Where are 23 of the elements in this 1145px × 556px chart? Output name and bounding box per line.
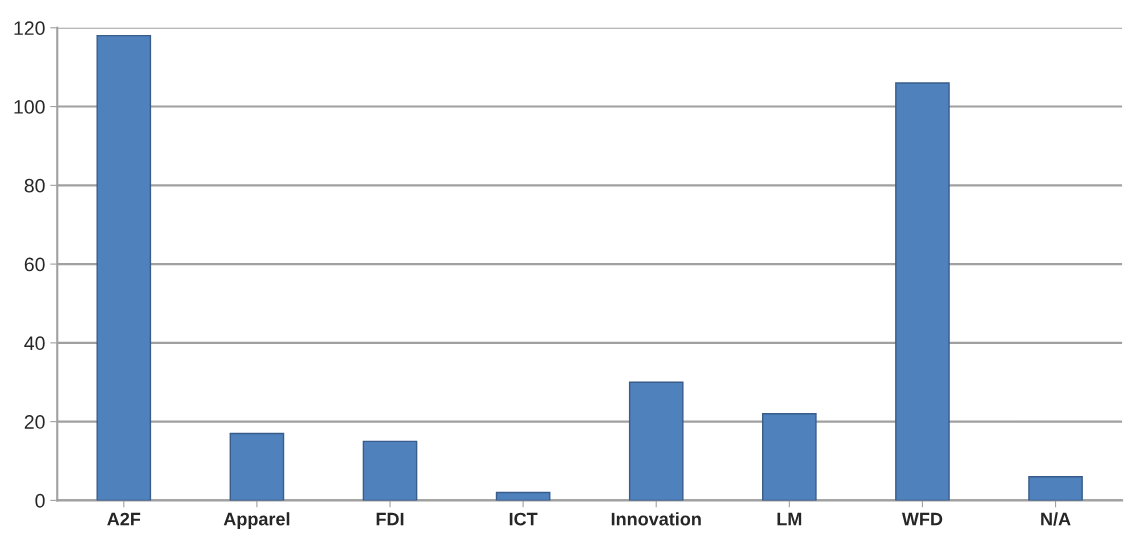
bar	[628, 381, 684, 501]
y-tick-label: 0	[35, 493, 45, 508]
y-tick-label: 120	[14, 21, 45, 36]
x-tick-label: LM	[777, 512, 802, 526]
bar	[895, 82, 950, 501]
x-tick-label: Apparel	[223, 512, 290, 530]
y-tick-label: 40	[24, 336, 45, 351]
x-tick-label: A2F	[107, 512, 141, 526]
bar	[362, 440, 418, 501]
y-tick-label: 100	[14, 100, 45, 114]
y-tick-label: 60	[24, 257, 45, 272]
y-tick-label: 80	[24, 178, 45, 193]
bar	[495, 491, 551, 501]
x-tick-label: WFD	[901, 512, 943, 526]
x-tick-label: FDI	[376, 512, 404, 526]
x-tick-label: N/A	[1041, 512, 1071, 526]
bar	[1028, 476, 1083, 501]
x-tick-label: ICT	[509, 512, 538, 526]
y-tick-label: 20	[24, 415, 45, 429]
x-tick-label: Innovation	[611, 512, 701, 526]
bar	[96, 34, 152, 501]
bar	[762, 413, 817, 501]
bar	[229, 432, 285, 501]
